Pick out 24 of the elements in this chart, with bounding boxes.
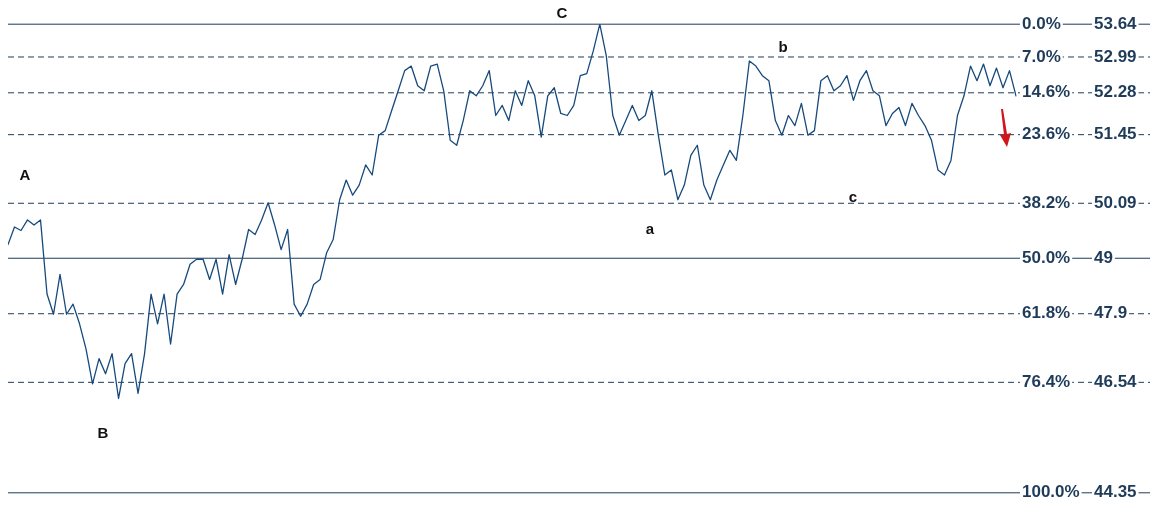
y-tick-label: 46.54 <box>1094 372 1138 392</box>
y-tick-label: 50.09 <box>1094 192 1137 212</box>
y2-tick-label: 0.0% <box>1022 13 1061 33</box>
y2-tick-label: 38.2% <box>1022 192 1071 212</box>
annotation: B <box>97 424 109 442</box>
y2-tick-label: 76.4% <box>1022 371 1071 391</box>
y-tick-label: 51.45 <box>1094 124 1137 144</box>
y-tick-label: 52.99 <box>1094 46 1137 66</box>
y-tick-label: 44.35 <box>1094 482 1137 502</box>
y2-tick-label: 100.0% <box>1022 482 1080 502</box>
y-tick-label: 49 <box>1094 247 1113 267</box>
y2-tick-label: 50.0% <box>1022 248 1071 268</box>
annotation: c <box>848 188 858 206</box>
y2-tick-label: 7.0% <box>1022 46 1061 66</box>
y2-tick-label: 61.8% <box>1022 303 1071 323</box>
annotation: a <box>645 220 655 238</box>
text: C <box>556 4 568 22</box>
y-tick-label: 52.28 <box>1094 82 1137 102</box>
annotation: A <box>19 166 31 184</box>
y2-tick-label: 14.6% <box>1022 82 1071 102</box>
annotation: b <box>778 38 788 56</box>
y2-tick-label: 23.6% <box>1022 124 1071 144</box>
y-tick-label: 53.64 <box>1094 13 1138 33</box>
y-tick-label: 47.9 <box>1094 303 1128 323</box>
